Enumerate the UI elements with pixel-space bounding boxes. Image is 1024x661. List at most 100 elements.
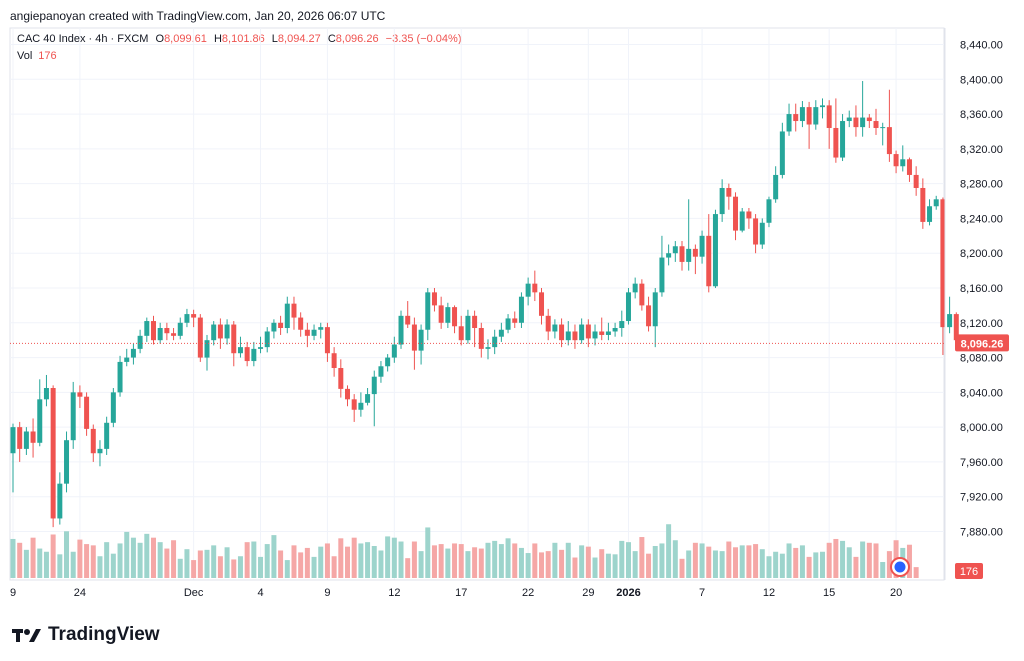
volume-bar xyxy=(666,524,672,578)
candle-body xyxy=(224,324,230,339)
candle xyxy=(458,315,464,346)
candle-body xyxy=(632,283,638,293)
volume-label: Vol xyxy=(17,50,33,62)
candle xyxy=(284,296,290,334)
symbol-label[interactable]: CAC 40 Index · 4h · FXCM xyxy=(17,33,149,45)
volume-bar xyxy=(338,538,344,578)
candle-body xyxy=(411,324,417,351)
candle xyxy=(592,324,598,346)
candle-body xyxy=(50,388,56,519)
candle xyxy=(692,244,698,275)
volume-bar xyxy=(351,537,357,578)
time-tick-label: 24 xyxy=(74,587,86,599)
candle-body xyxy=(592,331,598,339)
candle xyxy=(84,392,90,436)
candle-body xyxy=(793,114,799,122)
volume-bar xyxy=(612,554,618,578)
volume-bar xyxy=(365,542,371,578)
volume-bar xyxy=(452,543,458,578)
volume-bar xyxy=(605,553,611,578)
candle xyxy=(799,101,805,128)
price-tick-label: 8,240.00 xyxy=(960,213,1003,225)
volume-bar xyxy=(512,543,518,578)
candle xyxy=(117,355,123,397)
candle xyxy=(753,214,759,254)
candle xyxy=(779,122,785,179)
candle-body xyxy=(873,121,879,128)
volume-bar xyxy=(177,558,183,578)
volume-bar xyxy=(258,556,264,578)
candle xyxy=(826,100,832,149)
candle xyxy=(244,341,250,367)
candle xyxy=(224,319,230,345)
candle xyxy=(291,296,297,330)
volume-bar xyxy=(465,551,471,578)
time-tick-label: 2026 xyxy=(616,587,640,599)
candle xyxy=(846,110,852,128)
candle-body xyxy=(150,321,156,341)
time-axis[interactable]: 9 24 Dec 4 9 12 17 22 29 2026 7 12 15 20 xyxy=(10,579,944,599)
volume-bar xyxy=(418,551,424,578)
candle xyxy=(652,288,658,348)
candle-body xyxy=(438,305,444,323)
volume-bar xyxy=(50,534,56,578)
candle xyxy=(759,218,765,249)
volume-bar xyxy=(110,553,116,578)
candle xyxy=(431,288,437,312)
candle xyxy=(813,100,819,130)
candle xyxy=(485,339,491,360)
volume-bar xyxy=(659,543,665,578)
volume-bar xyxy=(692,542,698,578)
tradingview-logo[interactable]: TradingView xyxy=(12,624,160,646)
volume-bar xyxy=(532,543,538,578)
volume-bar xyxy=(599,549,605,578)
candle-body xyxy=(17,427,23,449)
volume-bar xyxy=(130,537,136,578)
candle xyxy=(258,336,264,354)
tradingview-wordmark: TradingView xyxy=(48,624,160,645)
volume-bar xyxy=(324,543,330,578)
candle xyxy=(819,98,825,119)
volume-bar xyxy=(478,548,484,578)
candle xyxy=(525,277,531,306)
price-tick-label: 8,320.00 xyxy=(960,144,1003,156)
price-axis[interactable]: 7,880.00 7,920.00 7,960.00 8,000.00 8,040.00… xyxy=(944,28,1003,580)
candle xyxy=(90,424,96,462)
candle xyxy=(278,315,284,335)
volume-bar xyxy=(231,559,237,578)
candle-body xyxy=(43,388,49,400)
candle xyxy=(786,103,792,136)
time-tick-label: 7 xyxy=(699,587,705,599)
candle xyxy=(739,207,745,233)
candle-body xyxy=(860,117,866,128)
candle-body xyxy=(331,353,337,369)
candle-body xyxy=(458,326,464,341)
volume-bar xyxy=(779,553,785,578)
price-tick-label: 8,000.00 xyxy=(960,422,1003,434)
candle xyxy=(672,241,678,262)
candle-body xyxy=(552,324,558,332)
candle xyxy=(231,321,237,367)
volume-bar xyxy=(64,531,70,578)
candle xyxy=(706,214,712,293)
volume-bar xyxy=(358,543,364,578)
volume-bar xyxy=(385,536,391,578)
candle xyxy=(873,108,879,135)
candle-body xyxy=(84,396,90,429)
volume-bar xyxy=(284,560,290,578)
candle xyxy=(365,388,371,406)
candle-body xyxy=(184,314,190,323)
candlesticks xyxy=(10,81,966,528)
candle xyxy=(30,418,36,458)
candle-body xyxy=(271,322,277,332)
volume-bar xyxy=(585,546,591,578)
candle-body xyxy=(371,376,377,395)
volume-bar xyxy=(625,542,631,578)
candle-body xyxy=(452,307,458,327)
header-credit: angiepanoyan created with TradingView.co… xyxy=(10,9,386,23)
volume-bar xyxy=(793,547,799,578)
price-chart[interactable]: 7,880.00 7,920.00 7,960.00 8,000.00 8,040.00… xyxy=(0,0,1024,620)
candle-body xyxy=(117,361,123,393)
candle-body xyxy=(585,324,591,339)
candle xyxy=(619,310,625,337)
